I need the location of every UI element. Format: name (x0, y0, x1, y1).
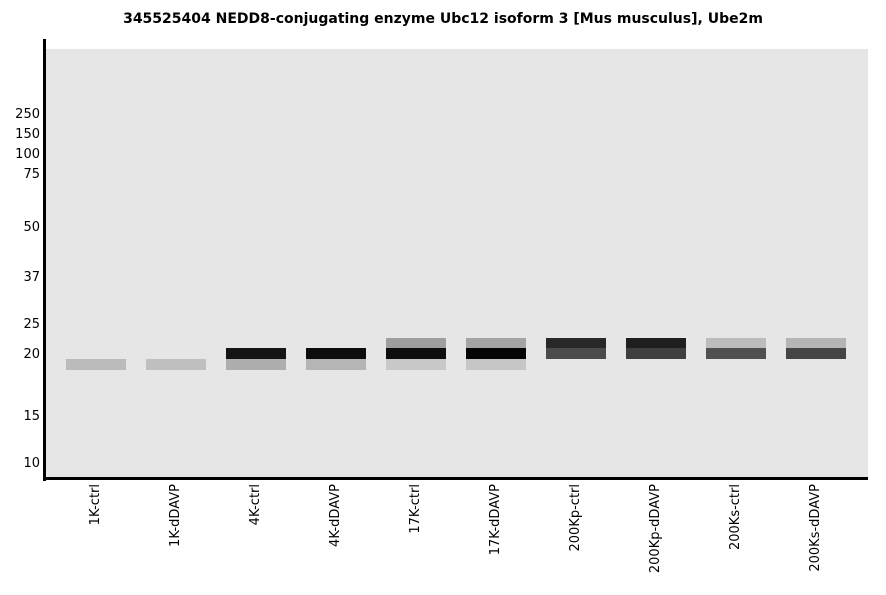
x-axis-label-200Ks-dDAVP: 200Ks-dDAVP (808, 484, 823, 572)
y-tick-label-20: 20 (23, 347, 40, 362)
y-tick-label-25: 25 (23, 317, 40, 332)
gel-band (146, 359, 206, 371)
gel-band (386, 337, 446, 349)
gel-band (626, 348, 686, 360)
y-axis-line (43, 39, 46, 481)
x-axis-label-200Kp-dDAVP: 200Kp-dDAVP (648, 484, 663, 574)
y-tick-label-100: 100 (15, 147, 40, 162)
gel-band (706, 337, 766, 349)
gel-band (466, 337, 526, 349)
gel-band (546, 348, 606, 360)
gel-band (226, 359, 286, 371)
gel-band (66, 359, 126, 371)
gel-band (466, 348, 526, 360)
x-axis-label-17K-ctrl: 17K-ctrl (408, 484, 423, 534)
x-axis-label-200Ks-ctrl: 200Ks-ctrl (728, 484, 743, 551)
gel-band (546, 337, 606, 349)
x-axis-line (43, 477, 868, 480)
gel-band (306, 348, 366, 360)
plot-area (46, 49, 868, 478)
gel-band (386, 359, 446, 371)
y-tick-label-250: 250 (15, 107, 40, 122)
y-tick-label-75: 75 (23, 167, 40, 182)
gel-band (466, 359, 526, 371)
gel-band (306, 359, 366, 371)
y-tick-label-15: 15 (23, 409, 40, 424)
gel-band (786, 348, 846, 360)
x-axis-label-200Kp-ctrl: 200Kp-ctrl (568, 484, 583, 552)
x-axis-label-4K-dDAVP: 4K-dDAVP (328, 484, 343, 547)
y-tick-label-150: 150 (15, 127, 40, 142)
gel-band (706, 348, 766, 360)
gel-band (626, 337, 686, 349)
chart-title: 345525404 NEDD8-conjugating enzyme Ubc12… (123, 11, 763, 27)
gel-band (786, 337, 846, 349)
y-tick-label-10: 10 (23, 456, 40, 471)
x-axis-label-17K-dDAVP: 17K-dDAVP (488, 484, 503, 556)
x-axis-label-4K-ctrl: 4K-ctrl (248, 484, 263, 526)
gel-band (386, 348, 446, 360)
x-axis-label-1K-ctrl: 1K-ctrl (88, 484, 103, 526)
y-tick-label-50: 50 (23, 220, 40, 235)
y-tick-label-37: 37 (23, 270, 40, 285)
x-axis-label-1K-dDAVP: 1K-dDAVP (168, 484, 183, 547)
gel-band (226, 348, 286, 360)
